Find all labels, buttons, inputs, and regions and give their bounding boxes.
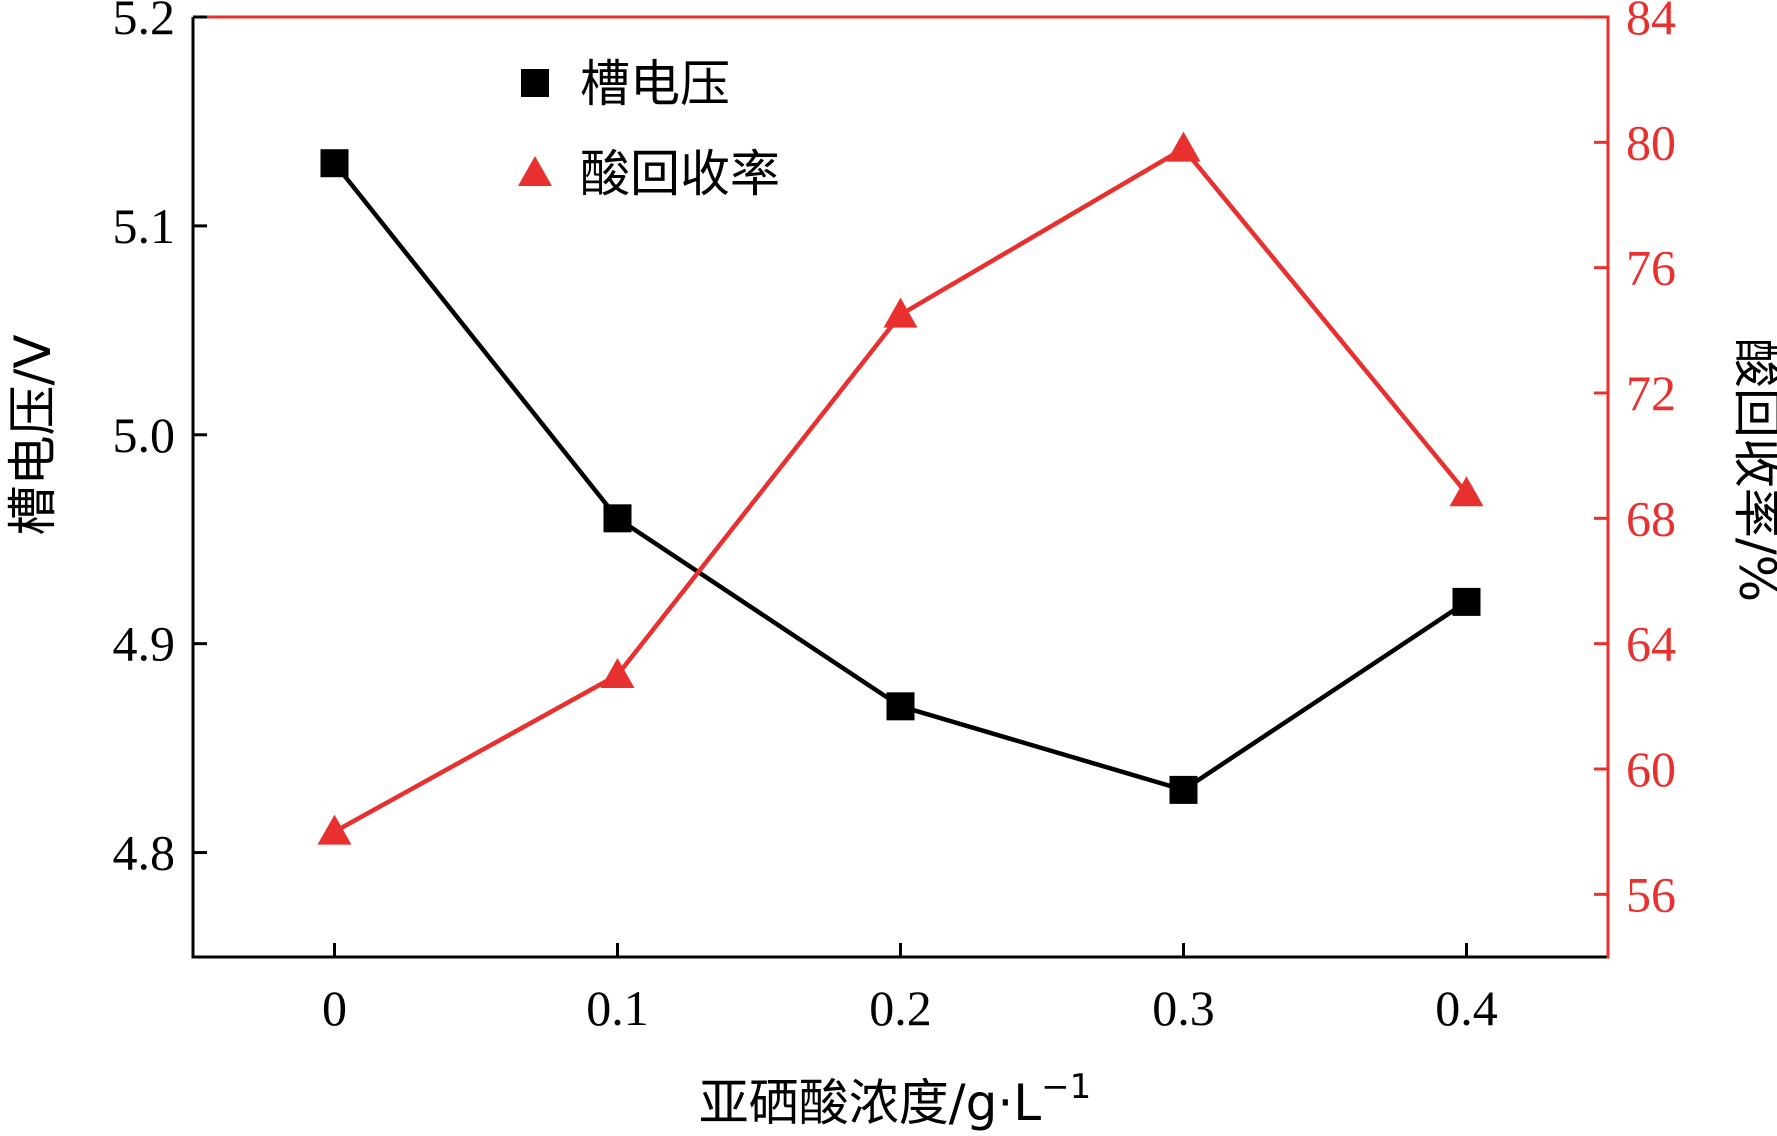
x-tick-label: 0 xyxy=(322,980,347,1036)
data-point-triangle xyxy=(600,658,635,688)
y-right-tick-label: 72 xyxy=(1626,365,1676,421)
y-right-axis-title: 酸回收率/% xyxy=(1728,338,1777,602)
y-left-axis-title: 槽电压/V xyxy=(4,334,62,535)
y-left-tick-label: 5.0 xyxy=(113,407,176,463)
y-right-tick-label: 76 xyxy=(1626,240,1676,296)
x-tick-label: 0.3 xyxy=(1152,980,1215,1036)
y-left-tick-label: 5.1 xyxy=(113,198,176,254)
x-axis-title-superscript: −1 xyxy=(1041,1067,1091,1107)
y-left-tick-label: 4.8 xyxy=(113,825,176,881)
y-right-tick-label: 60 xyxy=(1626,741,1676,797)
legend-marker-square xyxy=(521,69,549,97)
x-axis-title: 亚硒酸浓度/g·L−1 xyxy=(699,1067,1091,1132)
x-tick-label: 0.2 xyxy=(869,980,932,1036)
data-point-square xyxy=(320,149,349,178)
y-right-tick-label: 64 xyxy=(1626,616,1676,672)
data-point-square xyxy=(1452,587,1481,616)
data-point-triangle xyxy=(883,297,918,328)
data-point-square xyxy=(1169,775,1198,804)
data-point-square xyxy=(603,504,632,533)
legend-label: 槽电压 xyxy=(580,55,730,113)
data-point-triangle xyxy=(1166,131,1201,162)
legend-marker-triangle xyxy=(518,156,552,186)
data-point-square xyxy=(886,692,915,721)
data-point-triangle xyxy=(317,814,352,845)
legend-label: 酸回收率 xyxy=(580,145,780,203)
x-tick-label: 0.4 xyxy=(1435,980,1498,1036)
y-left-tick-label: 5.2 xyxy=(113,0,176,45)
data-point-triangle xyxy=(1449,476,1484,507)
y-left-tick-label: 4.9 xyxy=(113,616,176,672)
y-right-tick-label: 80 xyxy=(1626,114,1676,170)
x-tick-label: 0.1 xyxy=(586,980,649,1036)
y-right-tick-label: 68 xyxy=(1626,490,1676,546)
y-right-tick-label: 84 xyxy=(1626,0,1676,45)
y-right-tick-label: 56 xyxy=(1626,866,1676,922)
x-axis-title-main: 亚硒酸浓度/g·L xyxy=(699,1074,1041,1132)
